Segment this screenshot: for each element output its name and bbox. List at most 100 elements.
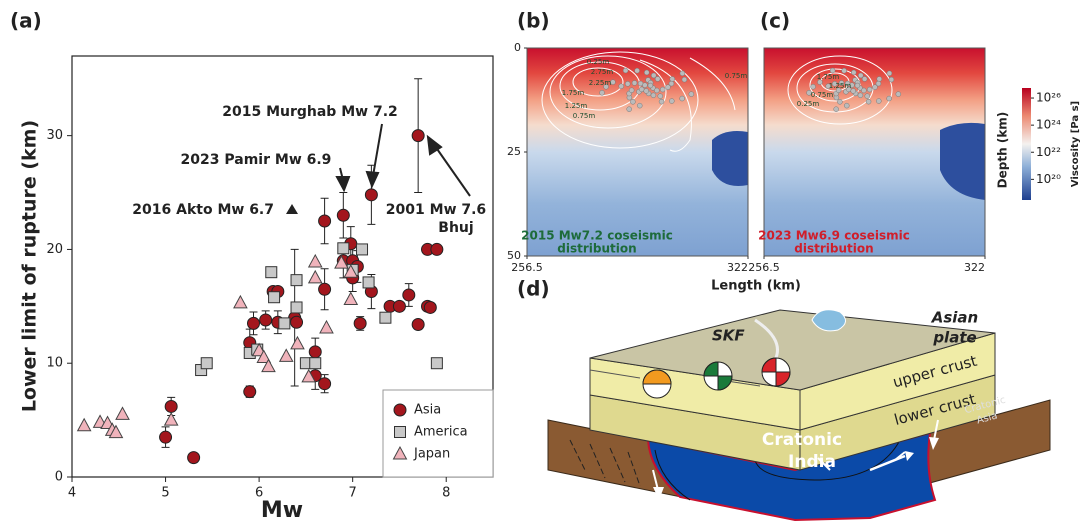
event-dot [862, 76, 867, 81]
marker [403, 289, 415, 301]
marker [291, 302, 302, 313]
event-dot [867, 87, 872, 92]
marker [412, 130, 424, 142]
colorbar-tick-label: 10²⁶ [1036, 91, 1061, 105]
y-axis-label: Lower limit of rupture (km) [19, 120, 41, 412]
event-dot [642, 83, 647, 88]
region-label: India [788, 452, 836, 472]
event-dot [689, 92, 694, 97]
annotation: 2023 Pamir Mw 6.9 [181, 152, 332, 168]
event-dot [669, 99, 674, 104]
marker [363, 277, 374, 288]
contour-label: 1.75m [562, 89, 585, 97]
contour-label: 1.25m [565, 102, 588, 110]
marker [431, 243, 443, 255]
marker [247, 317, 259, 329]
marker [357, 244, 368, 255]
marker [320, 321, 333, 333]
event-dot [600, 90, 605, 95]
y-tick-label: 30 [46, 128, 63, 143]
event-dot [660, 87, 665, 92]
event-dot [635, 68, 640, 73]
marker [309, 346, 321, 358]
marker [319, 283, 331, 295]
event-dot [861, 88, 866, 93]
panel-label: (d) [517, 277, 550, 301]
y-tick-label: 20 [46, 242, 63, 257]
event-dot [858, 73, 863, 78]
legend-label: America [414, 425, 468, 440]
event-dot [842, 68, 847, 73]
event-dot [648, 83, 653, 88]
legend-marker [395, 427, 406, 438]
contour-label: 0.75m [725, 72, 748, 80]
x-tick-label: 322 [964, 261, 985, 274]
caption: 2015 Mw7.2 coseismic [521, 229, 673, 243]
marker [280, 349, 293, 361]
colorbar [1022, 88, 1031, 200]
marker [354, 317, 366, 329]
marker [393, 300, 405, 312]
event-dot [655, 76, 660, 81]
x-axis-label: Mw [261, 498, 303, 523]
event-dot [651, 73, 656, 78]
event-dot [623, 68, 628, 73]
event-dot [630, 99, 635, 104]
marker [291, 316, 303, 328]
event-dot [637, 103, 642, 108]
y-tick-label: 0 [55, 470, 63, 485]
marker [165, 400, 177, 412]
event-dot [851, 88, 856, 93]
colorbar-label: Viscosity [Pa s] [1070, 101, 1081, 187]
panel-label: (a) [10, 9, 42, 33]
y-tick-label: 0 [514, 41, 521, 54]
event-dot [872, 85, 877, 90]
marker [165, 413, 178, 425]
marker [338, 243, 349, 254]
event-dot [855, 83, 860, 88]
event-dot [889, 77, 894, 82]
marker [201, 358, 212, 369]
event-dot [896, 92, 901, 97]
marker [269, 292, 280, 303]
marker [279, 318, 290, 329]
map-c [764, 48, 985, 256]
fault-label: SKF [712, 327, 745, 345]
annotation: 2001 Mw 7.6 [386, 202, 486, 218]
legend-label: Asia [414, 403, 441, 418]
panel-label: (b) [517, 9, 550, 33]
contour-label: 0.75m [811, 91, 834, 99]
event-dot [866, 99, 871, 104]
event-dot [877, 77, 882, 82]
event-dot [844, 103, 849, 108]
x-tick-label: 256.5 [748, 261, 780, 274]
event-dot [837, 99, 842, 104]
x-tick-label: 8 [442, 486, 450, 501]
event-dot [619, 84, 624, 89]
plate-label: plate [932, 329, 976, 347]
event-dot [639, 87, 644, 92]
marker [424, 301, 436, 313]
marker [319, 215, 331, 227]
marker [309, 255, 322, 267]
contour-label: 2.25m [589, 79, 612, 87]
marker [337, 209, 349, 221]
contour-label: 0.25m [797, 100, 820, 108]
x-tick-label: 6 [255, 486, 263, 501]
marker [412, 319, 424, 331]
contour-label: 1.75m [817, 73, 840, 81]
caption: distribution [557, 242, 636, 256]
event-dot [682, 77, 687, 82]
marker [365, 189, 377, 201]
marker [380, 312, 391, 323]
contour-label: 2.75m [591, 68, 614, 76]
event-dot [665, 85, 670, 90]
event-dot [851, 70, 856, 75]
contour-label: 0.75m [573, 112, 596, 120]
event-dot [865, 94, 870, 99]
marker [291, 337, 304, 349]
marker [310, 358, 321, 369]
x-tick-label: 256.5 [511, 261, 543, 274]
event-dot [632, 80, 637, 85]
event-dot [658, 94, 663, 99]
